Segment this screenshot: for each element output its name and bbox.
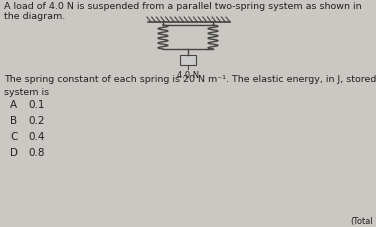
Text: 4.0 N: 4.0 N bbox=[177, 71, 199, 80]
Text: D: D bbox=[10, 147, 18, 157]
Text: 0.1: 0.1 bbox=[28, 100, 44, 109]
Text: The spring constant of each spring is 20 N m⁻¹. The elastic energy, in J, stored: The spring constant of each spring is 20… bbox=[4, 75, 376, 97]
Text: 0.4: 0.4 bbox=[28, 131, 44, 141]
Bar bbox=[180, 56, 196, 66]
Text: B: B bbox=[10, 116, 17, 126]
Text: (Total: (Total bbox=[350, 216, 373, 225]
Text: 0.8: 0.8 bbox=[28, 147, 44, 157]
Text: A load of 4.0 N is suspended from a parallel two-spring system as shown in the d: A load of 4.0 N is suspended from a para… bbox=[4, 2, 362, 21]
Text: 0.2: 0.2 bbox=[28, 116, 44, 126]
Text: A: A bbox=[10, 100, 17, 109]
Text: C: C bbox=[10, 131, 17, 141]
